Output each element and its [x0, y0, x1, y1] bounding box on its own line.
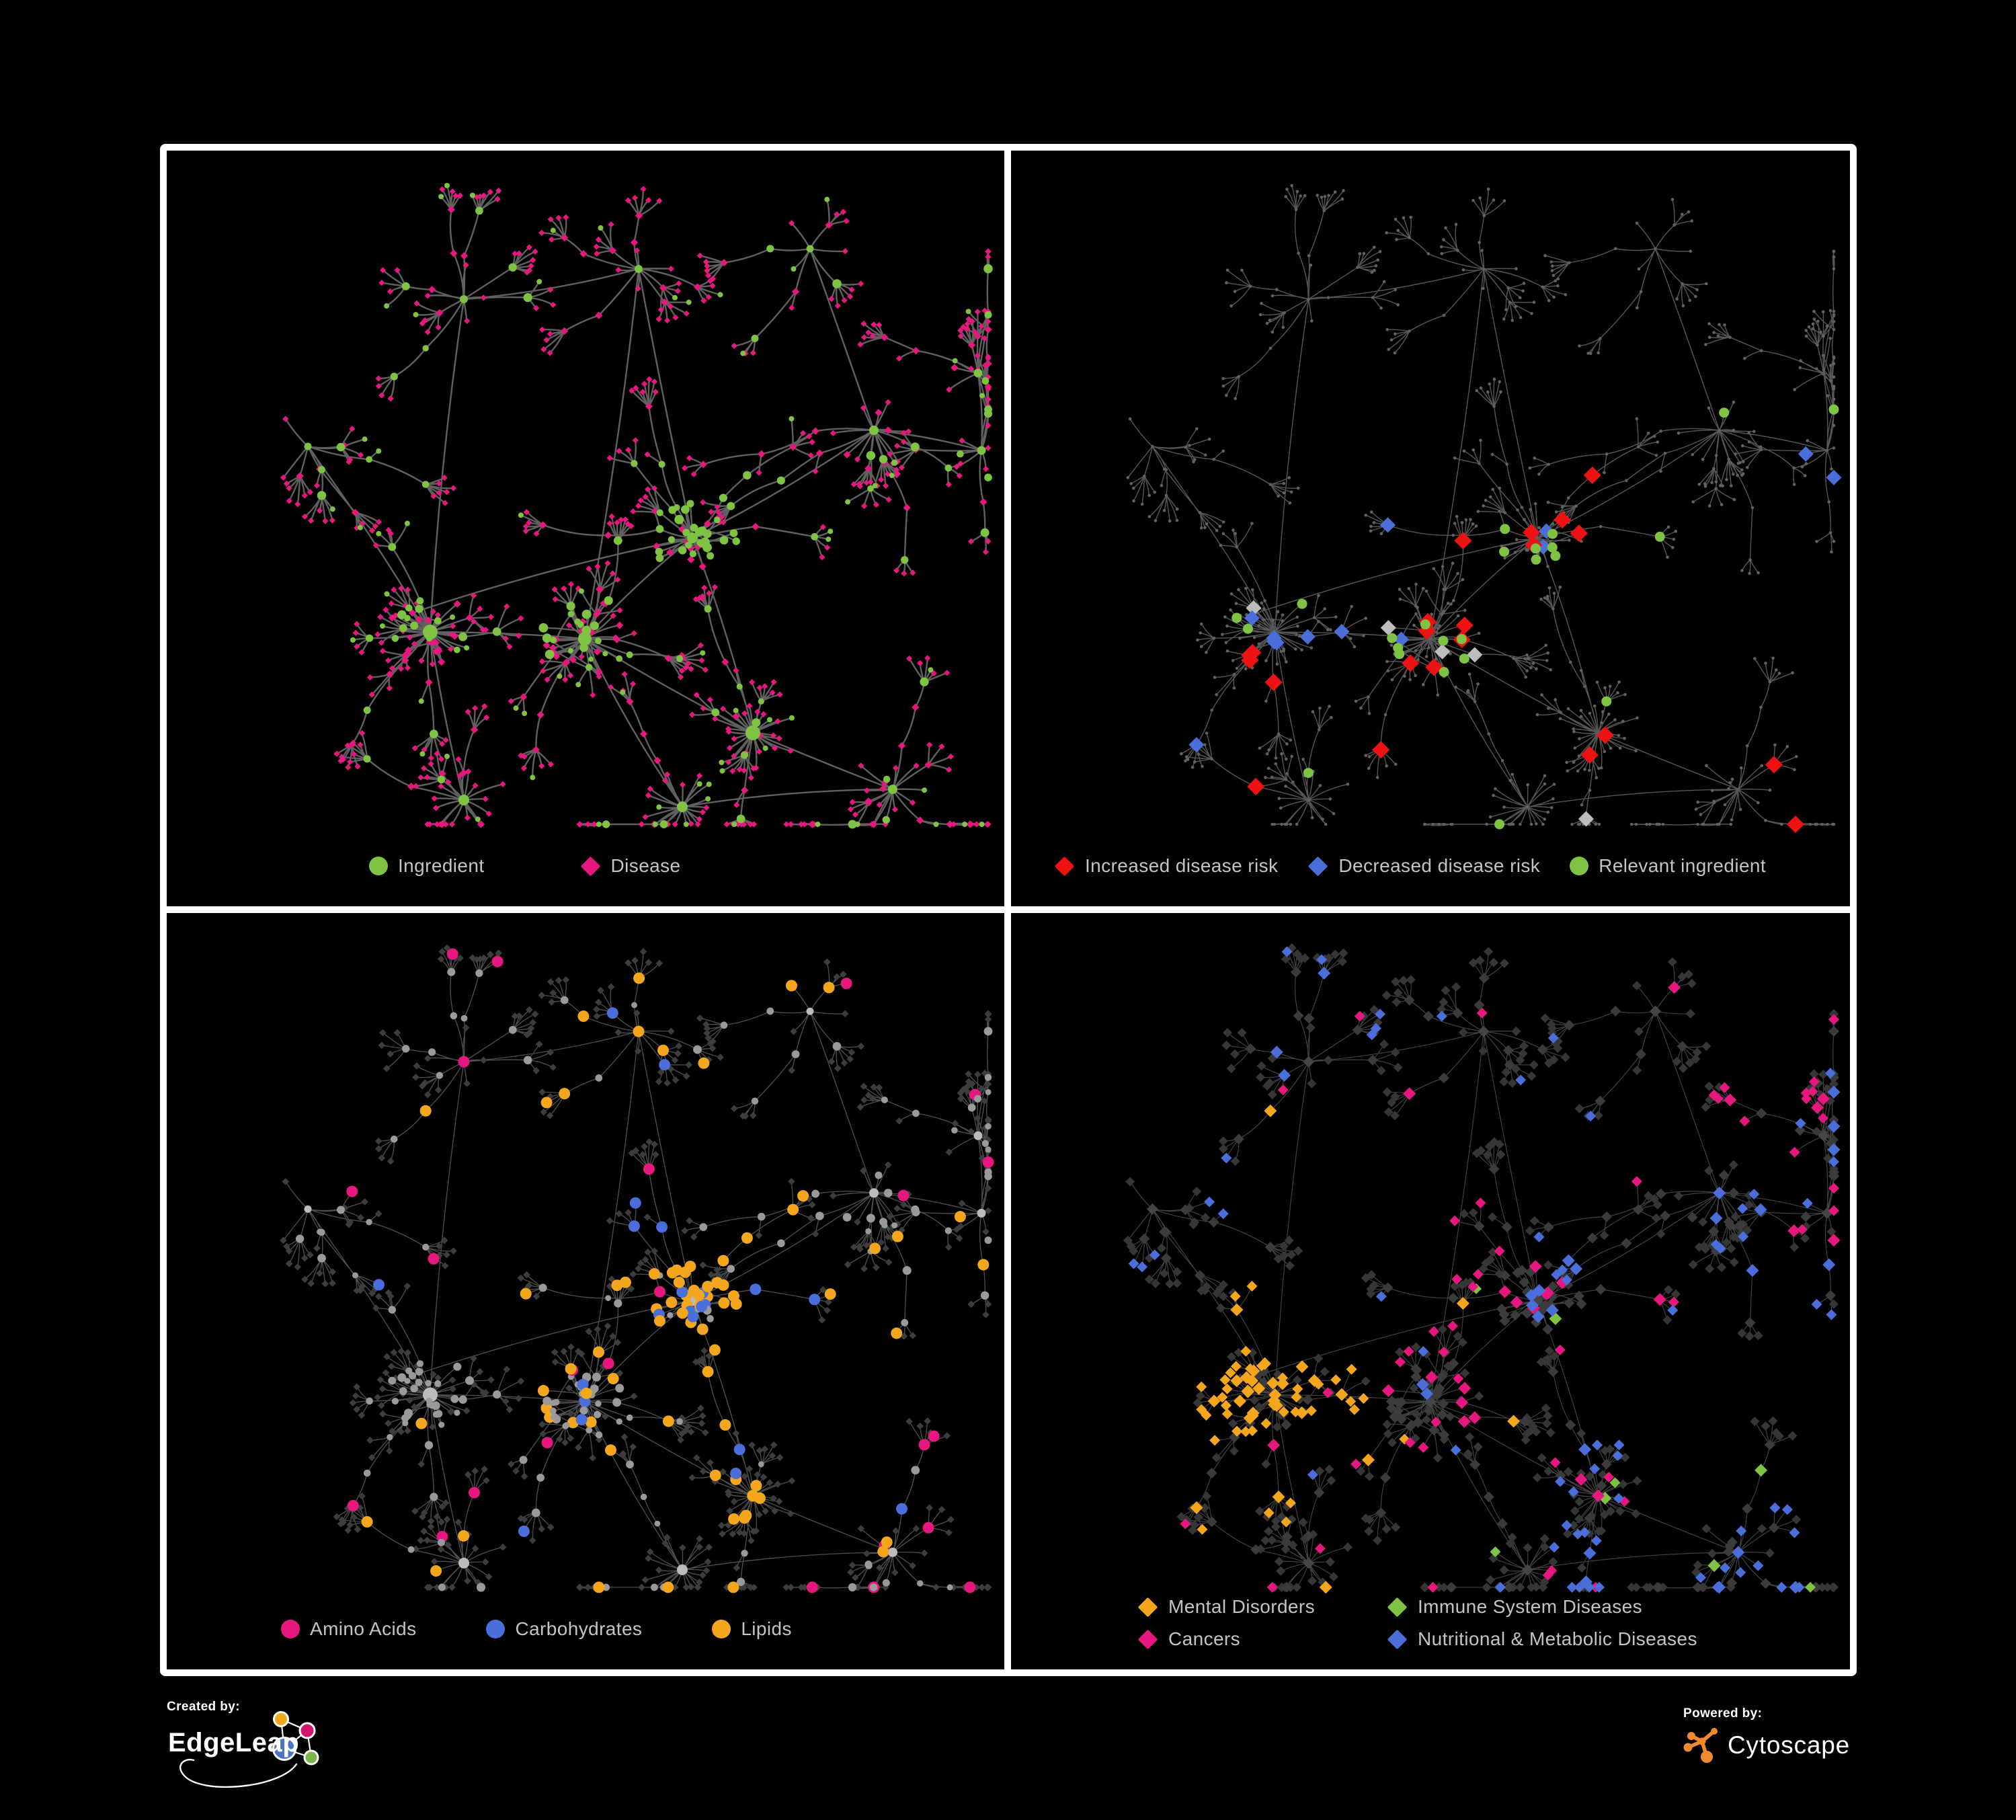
- legend-item-relevant-ingredient: Relevant ingredient: [1570, 855, 1766, 877]
- legend-item-mental-disorders: Mental Disorders: [1137, 1596, 1387, 1618]
- legend-label: Mental Disorders: [1168, 1596, 1316, 1617]
- edgeleap-credit: Created by: EdgeLeap: [167, 1700, 389, 1801]
- legend-item-decreased-disease-risk: Decreased disease risk: [1307, 855, 1540, 877]
- legend-label: Amino Acids: [310, 1618, 417, 1639]
- orange-diamond-icon: [1137, 1597, 1158, 1617]
- cytoscape-logo: Cytoscape: [1728, 1731, 1851, 1759]
- edgeleap-network-icon: [179, 1711, 319, 1788]
- base-nodes-layer: [1126, 184, 1836, 826]
- nodes-layer: [1123, 943, 1841, 1594]
- nodes-layer: [280, 944, 994, 1593]
- legend-item-amino-acids: Amino Acids: [281, 1618, 416, 1640]
- legend-disease-classes: Mental Disorders Immune System Diseases Ca…: [1137, 1596, 1697, 1650]
- legend-label: Ingredient: [398, 855, 485, 876]
- legend-item-lipids: Lipids: [712, 1618, 792, 1640]
- legend-item-carbohydrates: Carbohydrates: [486, 1618, 642, 1640]
- red-diamond-icon: [1054, 856, 1075, 876]
- green-circle-icon: [1570, 857, 1589, 875]
- pink-diamond-icon: [580, 856, 600, 876]
- blue-diamond-icon: [1387, 1629, 1408, 1649]
- blue-diamond-icon: [1308, 856, 1328, 876]
- figure-frame: Ingredient Disease Increased disease risk…: [160, 144, 1857, 1676]
- legend-item-immune-system-diseases: Immune System Diseases: [1387, 1596, 1697, 1618]
- panel-ingredient-disease: Ingredient Disease: [167, 151, 1004, 906]
- legend-disease-risk: Increased disease risk Decreased disease …: [1054, 855, 1766, 877]
- blue-circle-icon: [486, 1620, 506, 1638]
- legend-label: Decreased disease risk: [1338, 855, 1541, 876]
- legend-nutrient-classes: Amino Acids Carbohydrates Lipids: [281, 1618, 792, 1640]
- legend-ingredient-disease: Ingredient Disease: [369, 855, 681, 877]
- legend-label: Relevant ingredient: [1599, 855, 1767, 876]
- legend-label: Lipids: [741, 1618, 792, 1639]
- created-by-label: Created by:: [167, 1700, 240, 1714]
- nodes-layer: [280, 183, 993, 829]
- network-nutrient-classes: [280, 944, 994, 1593]
- legend-label: Nutritional & Metabolic Diseases: [1418, 1628, 1697, 1649]
- legend-label: Carbohydrates: [515, 1618, 643, 1639]
- legend-item-cancers: Cancers: [1137, 1628, 1387, 1650]
- legend-label: Increased disease risk: [1085, 855, 1279, 876]
- panel-disease-classes: Mental Disorders Immune System Diseases Ca…: [1011, 913, 1850, 1669]
- panel-disease-risk: Increased disease risk Decreased disease …: [1011, 151, 1850, 906]
- cytoscape-credit: Powered by: Cytoscape: [1683, 1706, 1966, 1766]
- green-diamond-icon: [1387, 1597, 1408, 1617]
- legend-item-disease: Disease: [580, 855, 681, 877]
- legend-item-increased-disease-risk: Increased disease risk: [1054, 855, 1278, 877]
- green-circle-icon: [369, 857, 388, 875]
- edges-layer: [1127, 185, 1835, 826]
- legend-label: Disease: [610, 855, 681, 876]
- pink-circle-icon: [281, 1620, 300, 1638]
- network-disease-risk: [1126, 184, 1842, 833]
- panel-nutrient-classes: Amino Acids Carbohydrates Lipids: [167, 913, 1004, 1669]
- highlight-nodes-layer: [1188, 404, 1842, 833]
- edgeleap-logo: EdgeLeap: [168, 1728, 300, 1757]
- cytoscape-icon: [1683, 1728, 1718, 1763]
- powered-by-label: Powered by:: [1683, 1706, 1763, 1720]
- network-ingredient-disease: [280, 183, 993, 829]
- legend-item-ingredient: Ingredient: [369, 855, 485, 877]
- network-disease-classes: [1123, 943, 1841, 1594]
- pink-diamond-icon: [1137, 1629, 1158, 1649]
- legend-item-nutritional-metabolic-diseases: Nutritional & Metabolic Diseases: [1387, 1628, 1697, 1650]
- legend-label: Cancers: [1168, 1628, 1241, 1649]
- orange-circle-icon: [712, 1620, 731, 1638]
- legend-label: Immune System Diseases: [1418, 1596, 1643, 1617]
